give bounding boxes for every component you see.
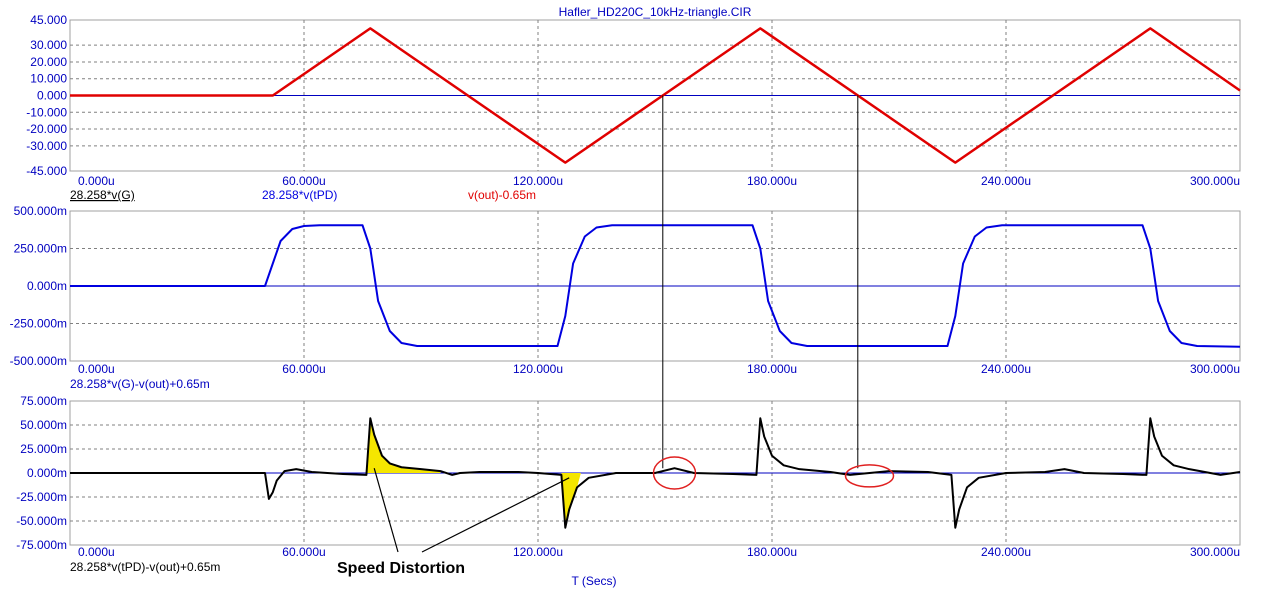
- panel-difference-error: 0.000u 60.000u 120.000u 180.000u 240.000u 300…: [16, 394, 1241, 559]
- y-tick-label: 25.000m: [20, 442, 67, 456]
- y-tick-label: 500.000m: [14, 204, 67, 218]
- y-tick-label: -25.000m: [16, 490, 67, 504]
- y-tick-label: 20.000: [30, 55, 67, 69]
- highlight-circle: [652, 456, 697, 490]
- x-tick-label: 120.000u: [513, 362, 563, 376]
- y-tick-label: -500.000m: [10, 354, 67, 368]
- x-tick-label: 300.000u: [1190, 362, 1240, 376]
- x-tick-label: 120.000u: [513, 545, 563, 559]
- y-tick-label: -45.000: [26, 164, 67, 178]
- x-tick-label: 240.000u: [981, 545, 1031, 559]
- x-axis-label: T (Secs): [571, 574, 616, 588]
- y-tick-label: -75.000m: [16, 538, 67, 552]
- series-line: [70, 224, 1241, 348]
- series-line: [70, 417, 1241, 529]
- x-tick-label: 180.000u: [747, 545, 797, 559]
- speed-distortion-label: Speed Distortion: [337, 560, 465, 577]
- panel-input-triangle: 0.000u 60.000u 120.000u 180.000u 240.000u 300…: [26, 13, 1241, 188]
- y-tick-label: 0.000m: [27, 466, 67, 480]
- y-tick-label: 45.000: [30, 13, 67, 27]
- x-tick-label: 180.000u: [747, 362, 797, 376]
- x-tick-label: 60.000u: [282, 362, 325, 376]
- x-tick-label: 0.000u: [78, 545, 115, 559]
- x-tick-label: 240.000u: [981, 174, 1031, 188]
- x-tick-label: 0.000u: [78, 362, 115, 376]
- y-tick-label: -30.000: [26, 139, 67, 153]
- x-tick-label: 300.000u: [1190, 545, 1240, 559]
- y-tick-label: -10.000: [26, 105, 67, 119]
- legend-v-tpd: 28.258*v(tPD): [262, 188, 337, 202]
- y-tick-label: 50.000m: [20, 418, 67, 432]
- pointer-line: [421, 477, 570, 553]
- x-tick-label: 0.000u: [78, 174, 115, 188]
- y-tick-label: 250.000m: [14, 242, 67, 256]
- legend-tpd-minus-out: 28.258*v(tPD)-v(out)+0.65m: [70, 560, 220, 574]
- legend-v-g: 28.258*v(G): [70, 188, 135, 202]
- y-tick-label: -250.000m: [10, 317, 67, 331]
- panel-tpd-square: 0.000u 60.000u 120.000u 180.000u 240.000u 300…: [10, 204, 1241, 376]
- legend-v-out: v(out)-0.65m: [468, 188, 536, 202]
- speed-distortion-fill: [561, 473, 581, 528]
- y-tick-label: 0.000: [37, 89, 67, 103]
- highlight-circle: [844, 464, 895, 488]
- speed-distortion-fill: [366, 418, 441, 475]
- legend-g-minus-out: 28.258*v(G)-v(out)+0.65m: [70, 377, 210, 391]
- x-tick-label: 240.000u: [981, 362, 1031, 376]
- annotations: [373, 95, 895, 553]
- y-tick-label: 75.000m: [20, 394, 67, 408]
- x-tick-label: 60.000u: [282, 545, 325, 559]
- x-tick-label: 60.000u: [282, 174, 325, 188]
- y-tick-label: 0.000m: [27, 279, 67, 293]
- y-tick-label: -50.000m: [16, 514, 67, 528]
- y-tick-label: -20.000: [26, 122, 67, 136]
- y-tick-label: 30.000: [30, 38, 67, 52]
- chart-title: Hafler_HD220C_10kHz-triangle.CIR: [559, 5, 752, 19]
- x-tick-label: 180.000u: [747, 174, 797, 188]
- pointer-line: [373, 468, 399, 553]
- x-tick-label: 300.000u: [1190, 174, 1240, 188]
- x-tick-label: 120.000u: [513, 174, 563, 188]
- y-tick-label: 10.000: [30, 72, 67, 86]
